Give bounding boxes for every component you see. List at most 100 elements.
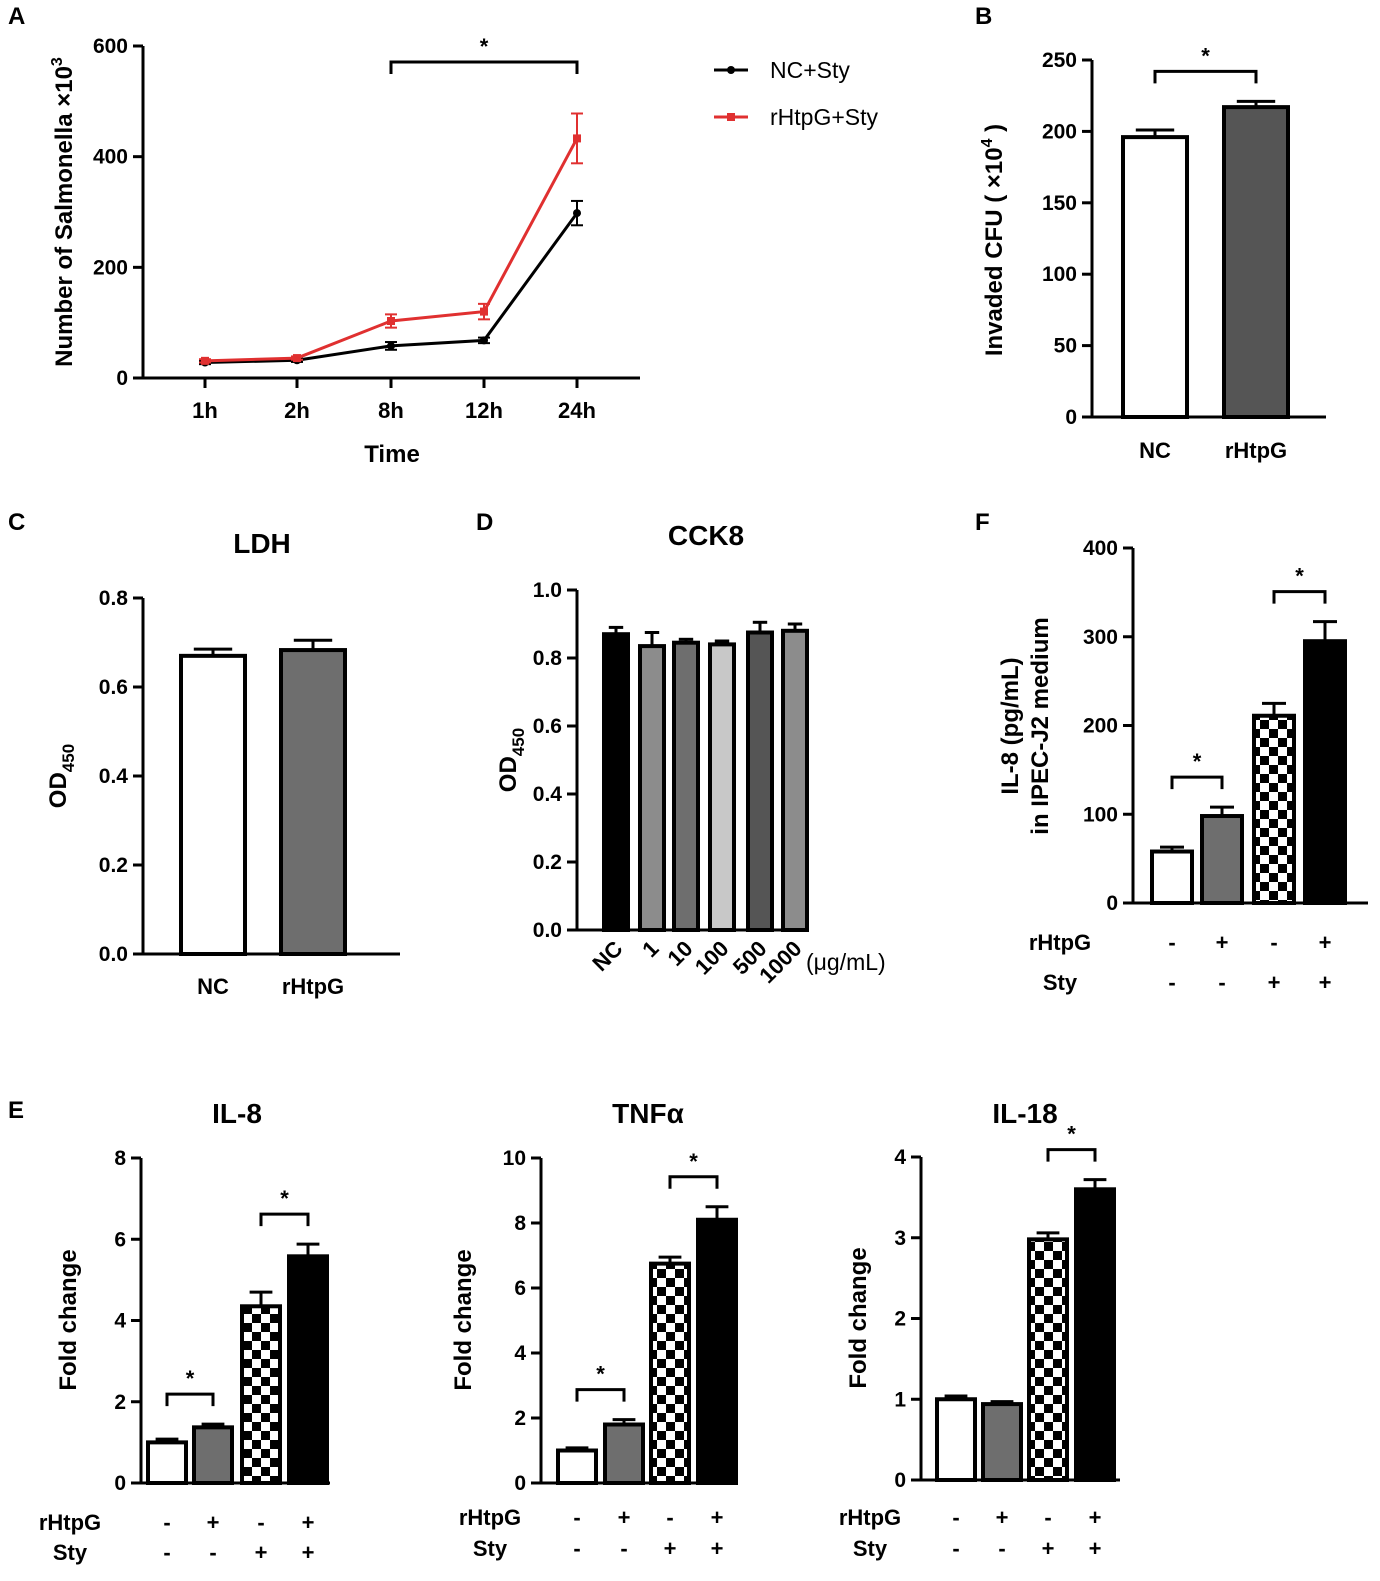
bar bbox=[1303, 639, 1347, 905]
y-tick-label: 6 bbox=[114, 1228, 126, 1251]
y-axis-label-sub: 450 bbox=[509, 728, 528, 756]
significance-bracket bbox=[1272, 590, 1327, 604]
significance-star: * bbox=[186, 1366, 195, 1391]
y-tick-label: 0 bbox=[1106, 892, 1118, 915]
significance-star: * bbox=[1067, 1122, 1076, 1147]
x-category-label: 24h bbox=[558, 398, 596, 423]
x-category-label: 1 bbox=[637, 936, 663, 962]
y-axis-label: Fold change bbox=[845, 1247, 872, 1388]
y-tick-label: 600 bbox=[93, 35, 128, 58]
treatment-sign: - bbox=[998, 1536, 1005, 1561]
data-point bbox=[387, 341, 395, 350]
treatment-sign: + bbox=[302, 1540, 315, 1565]
bar bbox=[781, 628, 809, 932]
bar bbox=[708, 642, 736, 933]
treatment-sign: + bbox=[711, 1505, 724, 1530]
treatment-row-label: Sty bbox=[53, 1540, 88, 1565]
treatment-sign: - bbox=[620, 1536, 627, 1561]
treatment-sign: + bbox=[618, 1505, 631, 1530]
x-unit-label: (μg/mL) bbox=[806, 949, 886, 975]
bar bbox=[240, 1304, 282, 1485]
treatment-sign: - bbox=[952, 1505, 959, 1530]
treatment-sign: + bbox=[255, 1540, 268, 1565]
data-point bbox=[387, 317, 395, 326]
treatment-sign: + bbox=[1268, 970, 1281, 995]
treatment-row-label: rHtpG bbox=[39, 1510, 101, 1535]
y-tick-label: 400 bbox=[1083, 537, 1118, 560]
treatment-sign: + bbox=[1089, 1536, 1102, 1561]
x-category-label: 2h bbox=[284, 398, 310, 423]
bar bbox=[746, 630, 774, 932]
significance-bracket bbox=[1153, 69, 1258, 84]
significance-bracket bbox=[259, 1212, 310, 1227]
treatment-sign: + bbox=[664, 1536, 677, 1561]
treatment-sign: + bbox=[711, 1536, 724, 1561]
y-tick-label: 0.8 bbox=[533, 647, 563, 670]
treatment-sign: + bbox=[1216, 930, 1229, 955]
treatment-row-label: Sty bbox=[473, 1536, 508, 1561]
bar bbox=[1222, 105, 1290, 420]
y-tick-label: 3 bbox=[894, 1227, 906, 1250]
treatment-sign: - bbox=[257, 1510, 264, 1535]
x-category-label: 1000 bbox=[754, 936, 806, 988]
significance-bracket bbox=[668, 1175, 719, 1189]
y-tick-label: 50 bbox=[1054, 335, 1077, 358]
treatment-sign: + bbox=[1319, 930, 1332, 955]
chart-panel-E1: E IL-8 0 2 4 6 8 Fold change rHtpG - + - + Sty - - + + * * bbox=[8, 1097, 330, 1565]
treatment-sign: + bbox=[207, 1510, 220, 1535]
significance-bracket bbox=[1170, 775, 1224, 790]
treatment-sign: - bbox=[1168, 930, 1175, 955]
y-tick-label: 200 bbox=[1042, 120, 1077, 143]
bar bbox=[556, 1448, 598, 1485]
x-category-label: 8h bbox=[378, 398, 404, 423]
chart-title: IL-8 bbox=[212, 1098, 262, 1129]
significance-star: * bbox=[596, 1362, 605, 1387]
bar bbox=[638, 644, 666, 932]
y-tick-label: 0.2 bbox=[99, 854, 128, 877]
chart-panel-C: C LDH 0.0 0.2 0.4 0.6 0.8 OD450 NC rHtpG bbox=[8, 509, 400, 999]
treatment-sign: - bbox=[1044, 1505, 1051, 1530]
y-tick-label: 4 bbox=[514, 1342, 526, 1365]
y-axis-label-tail: ) bbox=[981, 124, 1008, 139]
bar bbox=[1200, 814, 1244, 906]
treatment-sign: + bbox=[1042, 1536, 1055, 1561]
legend-marker bbox=[727, 113, 735, 121]
bar bbox=[649, 1261, 691, 1485]
treatment-row-label: Sty bbox=[1043, 970, 1078, 995]
chart-panel-F: F 0 100 200 300 400 IL-8 (pg/mL) in IPEC-J2 med… bbox=[975, 509, 1368, 995]
bar bbox=[1121, 135, 1189, 419]
y-tick-label: 2 bbox=[114, 1391, 126, 1414]
data-point bbox=[201, 356, 209, 365]
treatment-row-label: rHtpG bbox=[1029, 930, 1091, 955]
bar bbox=[935, 1397, 977, 1482]
significance-bracket bbox=[1046, 1148, 1097, 1162]
x-category-label: 1h bbox=[192, 398, 218, 423]
treatment-sign: - bbox=[573, 1505, 580, 1530]
chart-title: TNFα bbox=[612, 1098, 684, 1129]
treatment-row-label: rHtpG bbox=[459, 1505, 521, 1530]
y-tick-label: 2 bbox=[514, 1407, 526, 1430]
treatment-sign: - bbox=[573, 1536, 580, 1561]
y-tick-label: 100 bbox=[1083, 803, 1118, 826]
y-tick-label: 0.0 bbox=[99, 943, 128, 966]
y-tick-label: 150 bbox=[1042, 192, 1077, 215]
treatment-row-label: Sty bbox=[853, 1536, 888, 1561]
y-tick-label: 2 bbox=[894, 1308, 906, 1331]
panel-label: A bbox=[8, 3, 25, 30]
y-tick-label: 0.8 bbox=[99, 587, 129, 610]
chart-title: LDH bbox=[233, 528, 291, 559]
legend-label: rHtpG+Sty bbox=[770, 104, 879, 130]
y-tick-label: 6 bbox=[514, 1277, 526, 1300]
panel-label: D bbox=[476, 509, 493, 536]
bar bbox=[179, 653, 247, 956]
y-axis-label-line2: in IPEC-J2 medium bbox=[1027, 617, 1054, 834]
y-tick-label: 0.4 bbox=[533, 783, 563, 806]
y-axis-label: Fold change bbox=[450, 1249, 477, 1390]
significance-star: * bbox=[480, 34, 489, 59]
y-tick-label: 0 bbox=[1065, 406, 1077, 429]
x-category-label: NC bbox=[1139, 438, 1171, 463]
y-axis-label-sup: 3 bbox=[49, 57, 66, 66]
y-tick-label: 100 bbox=[1042, 263, 1077, 286]
y-axis-label: Fold change bbox=[55, 1249, 82, 1390]
